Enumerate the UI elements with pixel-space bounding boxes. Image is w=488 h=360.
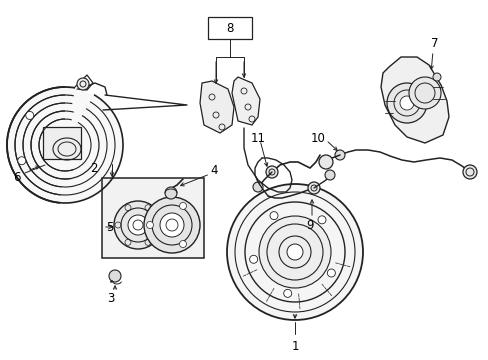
Circle shape: [432, 73, 440, 81]
Circle shape: [265, 166, 278, 178]
Circle shape: [128, 215, 148, 235]
Text: 9: 9: [305, 219, 313, 231]
Circle shape: [334, 150, 345, 160]
Circle shape: [179, 240, 186, 248]
Polygon shape: [380, 57, 448, 143]
Text: 11: 11: [250, 131, 265, 144]
Circle shape: [326, 269, 335, 277]
Polygon shape: [200, 81, 234, 133]
Text: 5: 5: [106, 220, 113, 234]
Circle shape: [143, 197, 200, 253]
Text: 7: 7: [430, 36, 438, 50]
Circle shape: [283, 289, 291, 297]
Circle shape: [114, 201, 162, 249]
Circle shape: [286, 244, 303, 260]
Circle shape: [408, 77, 440, 109]
Circle shape: [252, 182, 263, 192]
Polygon shape: [231, 77, 260, 125]
Circle shape: [77, 78, 89, 90]
Circle shape: [307, 182, 319, 194]
Circle shape: [146, 221, 153, 229]
Circle shape: [160, 213, 183, 237]
Circle shape: [399, 96, 413, 110]
Circle shape: [259, 216, 330, 288]
Circle shape: [317, 216, 325, 224]
Circle shape: [226, 184, 362, 320]
Circle shape: [18, 157, 26, 165]
Text: 8: 8: [226, 22, 233, 35]
Text: 10: 10: [310, 131, 325, 144]
Bar: [43, 127, 81, 159]
Text: 1: 1: [291, 339, 298, 352]
Circle shape: [318, 155, 332, 169]
Circle shape: [462, 165, 476, 179]
Circle shape: [26, 112, 34, 120]
Text: 4: 4: [210, 163, 217, 176]
Circle shape: [249, 255, 257, 263]
Text: 3: 3: [107, 292, 115, 305]
Circle shape: [325, 170, 334, 180]
Circle shape: [109, 270, 121, 282]
Circle shape: [164, 187, 177, 199]
Text: 2: 2: [90, 162, 98, 175]
Text: 6: 6: [13, 171, 20, 184]
Circle shape: [386, 83, 426, 123]
Circle shape: [179, 202, 186, 210]
Bar: [207, 17, 251, 39]
Bar: [102, 178, 203, 258]
Circle shape: [8, 88, 122, 202]
Circle shape: [269, 212, 278, 220]
